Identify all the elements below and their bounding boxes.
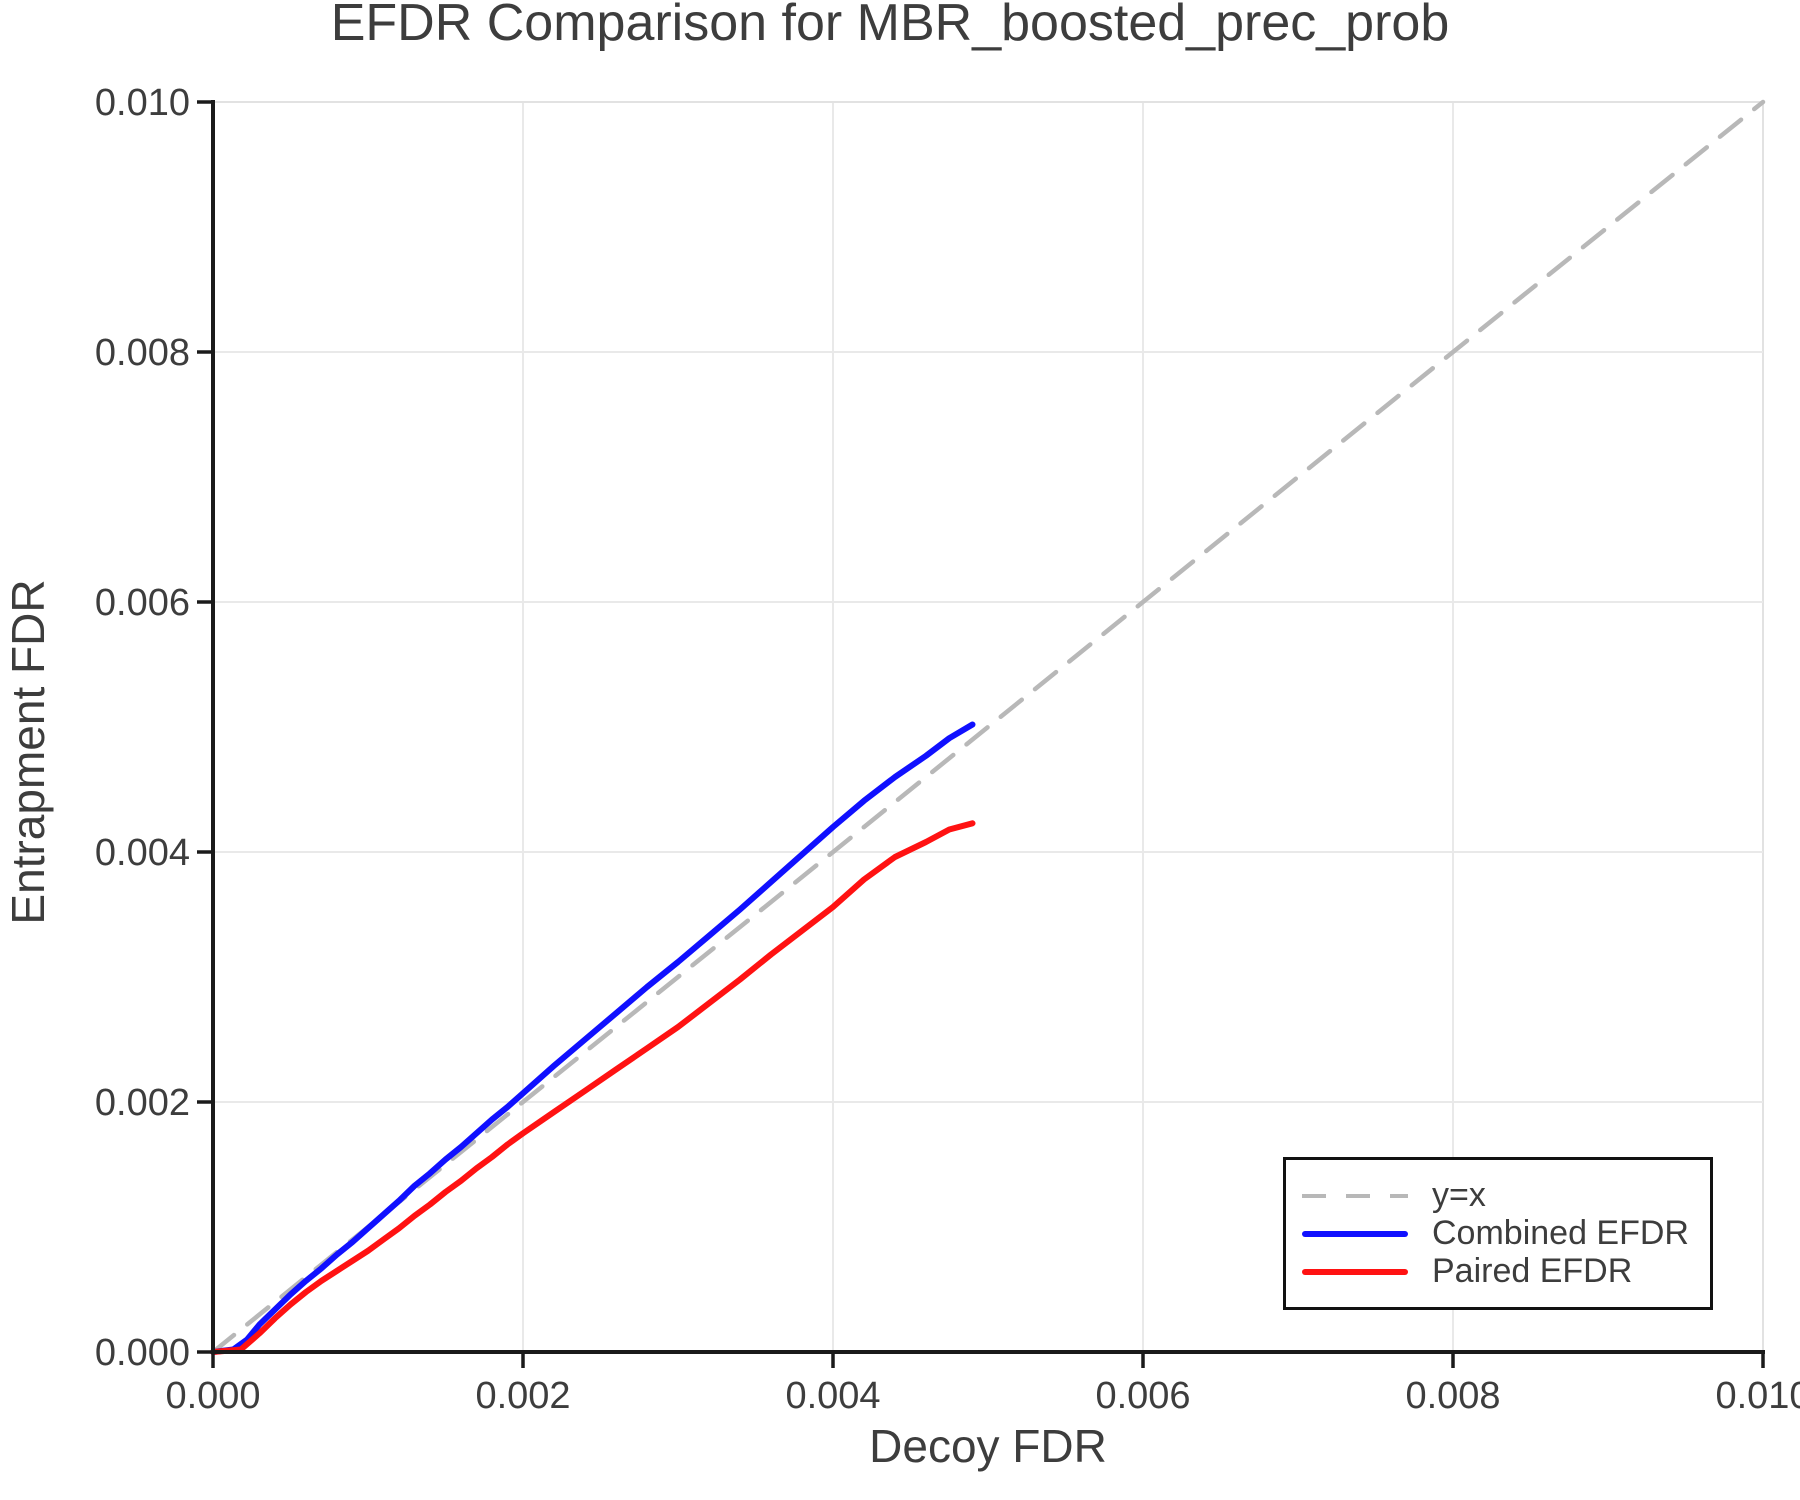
y-axis-label: Entrapment FDR xyxy=(2,579,54,925)
x-tick-label: 0.000 xyxy=(165,1375,260,1417)
y-tick-label: 0.000 xyxy=(95,1332,190,1374)
series-line-combined xyxy=(210,721,976,1355)
legend-item-identity: y=x xyxy=(1302,1176,1710,1215)
x-tick-label: 0.002 xyxy=(475,1375,570,1417)
y-tick-label: 0.008 xyxy=(95,332,190,374)
x-tick-label: 0.004 xyxy=(785,1375,880,1417)
series-line-identity xyxy=(210,99,1766,1355)
y-tick-label: 0.006 xyxy=(95,582,190,624)
y-tick-label: 0.004 xyxy=(95,832,190,874)
legend-label-identity: y=x xyxy=(1432,1176,1486,1214)
legend-label-combined-efdr: Combined EFDR xyxy=(1432,1214,1689,1252)
legend-item-combined-efdr: Combined EFDR xyxy=(1302,1214,1710,1253)
x-tick-label: 0.010 xyxy=(1715,1375,1800,1417)
x-tick-label: 0.008 xyxy=(1405,1375,1500,1417)
x-axis-label: Decoy FDR xyxy=(869,1420,1107,1472)
chart-title: EFDR Comparison for MBR_boosted_prec_pro… xyxy=(330,0,1450,52)
legend-item-paired-efdr: Paired EFDR xyxy=(1302,1252,1710,1291)
legend-label-paired-efdr: Paired EFDR xyxy=(1432,1252,1633,1290)
legend-red-line-sample xyxy=(1302,1268,1408,1275)
y-tick-label: 0.002 xyxy=(95,1082,190,1124)
x-tick-label: 0.006 xyxy=(1095,1375,1190,1417)
y-tick-label: 0.010 xyxy=(95,82,190,124)
series-line-paired xyxy=(210,820,976,1355)
legend-blue-line-sample xyxy=(1302,1230,1408,1237)
legend-dashed-line-sample xyxy=(1302,1193,1408,1198)
legend: y=x Combined EFDR Paired EFDR xyxy=(1283,1157,1713,1310)
